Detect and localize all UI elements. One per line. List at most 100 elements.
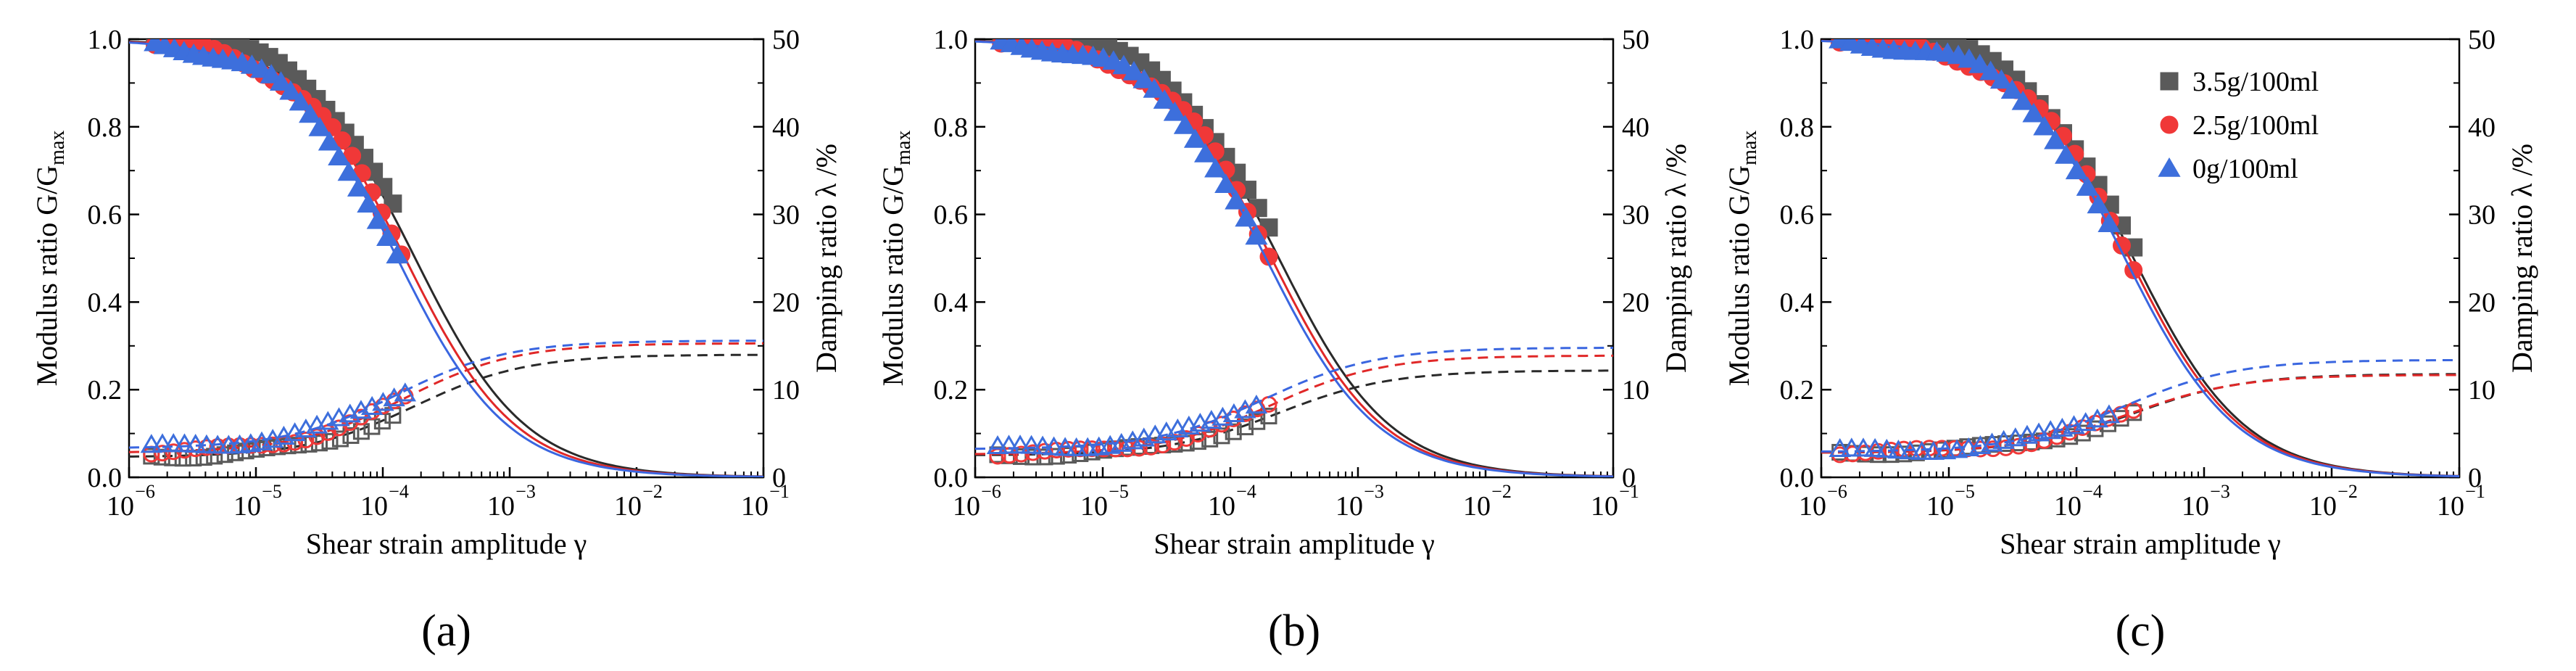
modulus-point-s0 (1235, 207, 1258, 227)
y-left-tick-label: 0.2 (1780, 375, 1815, 406)
damping-point-s25 (1095, 440, 1112, 458)
y-right-axis-title: Damping ratio λ /% (1660, 144, 1692, 373)
x-tick-label: 10 (1799, 491, 1826, 522)
damping-point-s0 (1031, 435, 1054, 455)
chart-panel-1: 10 −6 10 −5 10 −4 10 −3 10 −2 10 −10.00.20.40.60.81… (30, 25, 842, 656)
damping-point-s0 (1053, 437, 1077, 456)
y-right-tick-label: 20 (2468, 287, 2496, 318)
plot-area (975, 39, 1613, 477)
modulus-point-s0 (1122, 61, 1146, 81)
modulus-point-s0 (2011, 90, 2034, 110)
y-left-tick-label: 0.8 (1780, 112, 1815, 143)
x-tick-exponent: −1 (1619, 481, 1639, 502)
plot-area (129, 39, 763, 477)
y-left-tick-label: 1.0 (1780, 25, 1815, 55)
y-left-title-main: Modulus ratio G/G (30, 165, 63, 386)
modulus-point-s0 (279, 80, 302, 100)
x-tick-label: 10 (1208, 491, 1235, 522)
damping-point-s0 (1065, 437, 1088, 456)
x-tick-label: 10 (487, 491, 515, 522)
plot-frame (974, 38, 1615, 479)
x-tick-exponent: −1 (2465, 481, 2485, 502)
x-tick-label: 10 (1463, 491, 1491, 522)
y-left-title-main: Modulus ratio G/G (877, 165, 909, 386)
y-right-tick-label: 0 (772, 463, 786, 493)
chart-panel-2: 10 −6 10 −5 10 −4 10 −3 10 −2 10 −10.00.20.40.60.81… (877, 25, 1692, 656)
x-tick-exponent: −4 (1236, 481, 1256, 502)
y-right-tick-label: 50 (2468, 25, 2496, 55)
modulus-fit-line-s35 (129, 40, 763, 477)
damping-point-s0 (184, 433, 207, 453)
modulus-point-s0 (2087, 194, 2110, 214)
damping-point-s0 (140, 434, 163, 453)
y-left-tick-label: 0.2 (88, 375, 123, 406)
y-right-tick-label: 20 (1622, 287, 1649, 318)
damping-point-s0 (2097, 404, 2121, 424)
y-left-tick-label: 0.4 (88, 287, 123, 318)
plot-frame (128, 38, 765, 479)
modulus-point-s0 (1112, 54, 1135, 75)
damping-point-s0 (998, 435, 1020, 454)
y-left-axis-title: Modulus ratio G/Gmax (1723, 131, 1761, 387)
damping-point-s0 (1910, 440, 1933, 460)
modulus-point-s0 (328, 146, 351, 166)
damping-point-s0 (206, 435, 229, 454)
y-left-tick-label: 0.6 (934, 200, 969, 231)
y-right-tick-label: 0 (1622, 463, 1636, 493)
damping-point-s35 (1236, 419, 1254, 436)
damping-point-s0 (218, 435, 240, 454)
modulus-point-s0 (2022, 102, 2045, 123)
x-tick-label: 10 (1926, 491, 1954, 522)
x-tick-label: 10 (614, 491, 642, 522)
x-tick-label: 10 (2054, 491, 2082, 522)
modulus-point-s0 (366, 209, 389, 229)
x-tick-exponent: −3 (1364, 481, 1384, 502)
damping-point-s0 (394, 382, 417, 402)
panel-label: (b) (1268, 606, 1320, 656)
modulus-point-s0 (1153, 89, 1176, 109)
y-left-tick-label: 0.8 (934, 112, 969, 143)
plot-area (1821, 39, 2459, 477)
x-tick-exponent: −2 (1491, 481, 1512, 502)
damping-point-s25 (209, 438, 226, 456)
damping-fit-line-s35 (975, 369, 1613, 456)
x-tick-label: 10 (233, 491, 261, 522)
y-left-title-sub: max (893, 131, 915, 165)
modulus-point-s0 (347, 177, 370, 197)
modulus-point-s0 (1214, 173, 1238, 194)
x-tick-exponent: −6 (135, 481, 155, 502)
modulus-point-s0 (318, 131, 341, 151)
modulus-point-s0 (357, 193, 380, 213)
modulus-point-s0 (2097, 213, 2121, 233)
y-right-tick-label: 50 (1622, 25, 1649, 55)
damping-point-s25 (1166, 434, 1183, 451)
y-right-tick-label: 30 (772, 200, 800, 231)
panel-label: (a) (421, 606, 471, 656)
x-tick-exponent: −5 (1955, 481, 1975, 502)
damping-point-s25 (286, 434, 304, 451)
x-axis-title: Shear strain amplitude γ (306, 527, 587, 560)
y-right-axis-title: Damping ratio λ /% (2506, 144, 2538, 373)
y-right-tick-label: 40 (772, 112, 800, 143)
modulus-point-s0 (2054, 144, 2078, 164)
x-tick-exponent: −5 (262, 481, 282, 502)
modulus-point-s0 (2033, 115, 2056, 136)
y-left-title-sub: max (1739, 131, 1761, 165)
x-tick-label: 10 (1591, 491, 1618, 522)
y-left-tick-label: 1.0 (88, 25, 123, 55)
x-tick-label: 10 (107, 491, 134, 522)
modulus-point-s0 (1968, 54, 1992, 73)
modulus-point-s0 (1979, 60, 2003, 81)
damping-point-s0 (1887, 440, 1910, 459)
damping-point-s0 (1043, 436, 1065, 456)
y-right-tick-label: 50 (772, 25, 800, 55)
x-tick-exponent: −6 (1827, 481, 1847, 502)
x-axis-title: Shear strain amplitude γ (2000, 527, 2281, 560)
damping-point-s25 (1036, 442, 1053, 460)
y-left-tick-label: 0.4 (934, 287, 969, 318)
modulus-point-s0 (1183, 128, 1207, 148)
y-right-tick-label: 30 (1622, 200, 1649, 231)
y-left-tick-label: 0.2 (934, 375, 969, 406)
y-right-tick-label: 30 (2468, 200, 2496, 231)
